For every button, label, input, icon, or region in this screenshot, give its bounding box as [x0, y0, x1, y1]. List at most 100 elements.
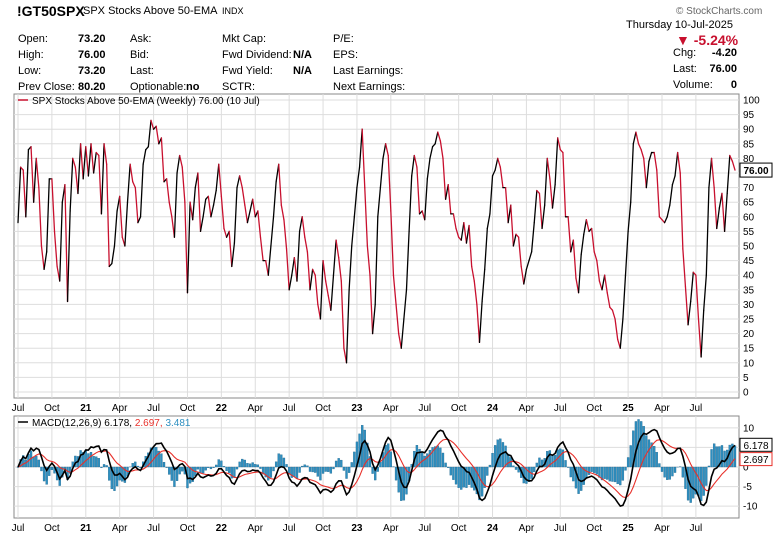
macd-histogram-bar [131, 463, 134, 468]
signal-value-label: 2.697 [743, 455, 768, 466]
macd-histogram-bar [527, 466, 531, 482]
series-segment [202, 198, 207, 218]
x-tick-label: Jul [12, 403, 25, 414]
macd-histogram-bar [569, 466, 572, 478]
series-segment [721, 192, 726, 233]
macd-histogram-bar [587, 466, 591, 475]
series-segment [35, 157, 40, 189]
series-segment [408, 175, 413, 233]
series-segment [95, 151, 100, 157]
macd-histogram-bar [705, 466, 708, 486]
series-segment [630, 143, 634, 203]
series-segment [340, 280, 345, 349]
header-label: Mkt Cap: [222, 33, 267, 45]
series-segment [267, 245, 272, 276]
y-tick-label: 85 [743, 139, 755, 150]
header-label: Next Earnings: [333, 81, 406, 93]
series-segment [471, 265, 475, 282]
x-tick-label: Jul [12, 523, 25, 534]
series-segment [64, 184, 69, 303]
series-segment [676, 151, 681, 174]
x-tick-label: 23 [351, 403, 363, 414]
series-segment [69, 157, 74, 212]
x-tick-label: 21 [80, 523, 92, 534]
macd-histogram-bar [149, 447, 153, 468]
macd-value-label: 6.178 [743, 441, 768, 452]
macd-histogram-bar [551, 454, 554, 468]
header-value: 73.20 [78, 33, 106, 45]
watermark: © StockCharts.com [676, 6, 763, 17]
macd-histogram-bar [347, 466, 351, 473]
y-tick-label: 35 [743, 285, 755, 296]
y-tick-label: 50 [743, 242, 755, 253]
macd-histogram-bar [460, 466, 463, 490]
macd-histogram-bar [228, 466, 231, 473]
series-segment [473, 280, 478, 306]
series-segment [431, 143, 436, 148]
series-segment [731, 160, 736, 171]
y-tick-label: 95 [743, 110, 755, 121]
signal-value-tag [739, 452, 773, 467]
series-segment [291, 257, 296, 276]
series-segment [22, 169, 27, 218]
series-segment [283, 219, 288, 250]
y-tick-label: 40 [743, 271, 755, 282]
macd-histogram-bar [298, 466, 301, 473]
macd-histogram-bar [707, 465, 711, 468]
series-segment [184, 201, 189, 294]
series-segment [238, 175, 243, 189]
series-segment [387, 154, 392, 212]
series-segment [298, 216, 303, 233]
macd-histogram-bar [340, 459, 343, 468]
macd-histogram-bar [431, 447, 434, 468]
x-tick-label: 24 [487, 403, 499, 414]
series-segment [723, 192, 728, 233]
series-segment [119, 195, 123, 238]
macd-histogram-bar [274, 461, 278, 468]
series-segment [692, 271, 697, 276]
series-segment [345, 289, 350, 364]
x-tick-label: 23 [351, 523, 363, 534]
series-segment [126, 163, 131, 203]
series-segment [189, 201, 194, 221]
series-segment [494, 157, 499, 171]
macd-histogram-bar [723, 450, 726, 468]
down-triangle-icon: ▼ [676, 32, 690, 48]
macd-legend: MACD(12,26,9) 6.178, 2.697, 3.481 [32, 418, 191, 429]
series-segment [481, 268, 486, 303]
macd-histogram-bar [207, 466, 210, 468]
series-segment [512, 233, 517, 247]
series-segment [377, 186, 382, 218]
macd-histogram-bar [327, 466, 330, 472]
macd-histogram-bar [152, 446, 155, 468]
macd-histogram-bar [285, 464, 288, 468]
macd-histogram-bar [37, 459, 41, 468]
header-value: 80.20 [78, 81, 106, 93]
y-tick-label: 0 [743, 388, 749, 399]
macd-histogram-bar [256, 464, 260, 468]
macd-histogram-bar [201, 466, 205, 474]
x-tick-label: Oct [44, 523, 60, 534]
series-segment [32, 157, 37, 203]
quote-header: !GT50SPX SPX Stocks Above 50-EMA INDX © … [0, 0, 780, 93]
macd-histogram-bar [629, 445, 632, 468]
series-segment [309, 268, 314, 291]
macd-histogram-bar [439, 447, 442, 468]
macd-histogram-bar [371, 466, 374, 474]
macd-y-tick-label: -10 [743, 502, 758, 513]
macd-histogram-bar [619, 466, 622, 486]
x-tick-label: Jul [554, 403, 567, 414]
x-tick-label: Oct [586, 403, 602, 414]
macd-histogram-bar [496, 439, 499, 468]
series-segment [703, 274, 707, 311]
x-tick-label: Apr [247, 403, 263, 414]
series-segment [210, 204, 215, 218]
series-segment [246, 210, 251, 224]
macd-histogram-bar [671, 466, 674, 477]
series-segment [384, 143, 389, 157]
series-segment [137, 216, 142, 224]
macd-histogram-bar [191, 466, 194, 482]
x-tick-label: Apr [247, 523, 263, 534]
series-segment [517, 236, 522, 268]
x-tick-label: Jul [689, 403, 702, 414]
